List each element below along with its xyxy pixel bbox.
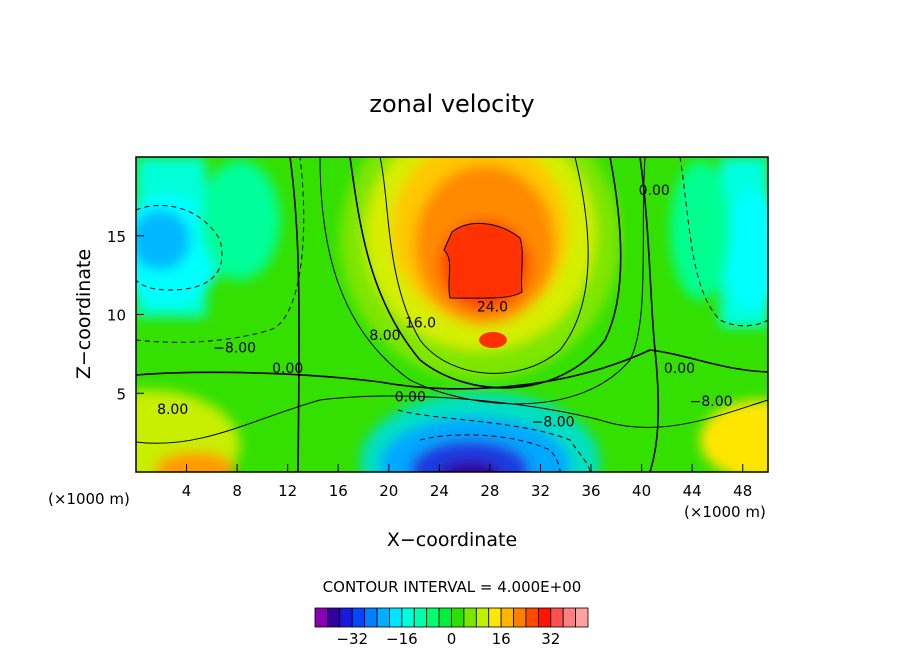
colorbar-swatch [475,607,490,628]
colorbar-swatch [513,607,527,628]
x-tick-label: 48 [733,482,752,500]
colorbar-tick-label: −32 [336,630,368,648]
x-tick-label: 36 [581,482,600,500]
contour-label: 24.0 [477,300,508,316]
colorbar-swatch [463,607,477,628]
contour-label: 8.00 [157,402,188,418]
colorbar-swatch [364,607,378,628]
colorbar-swatch [550,607,564,628]
x-tick-label: 20 [379,482,398,500]
x-tick-label: 28 [480,482,499,500]
x-tick-label: 44 [683,482,702,500]
x-axis: 4 8 12 16 20 24 28 32 36 40 44 48 [182,464,752,500]
colorbar-tick-label: −16 [386,630,418,648]
contour-label: −8.00 [690,394,733,410]
x-tick-label: 40 [632,482,651,500]
colorbar-swatch [488,607,502,628]
x-tick-label: 12 [278,482,297,500]
colorbar-swatch [500,607,514,628]
colorbar-swatch [426,607,440,628]
x-tick-label: 8 [232,482,242,500]
contour-label: 0.00 [272,361,303,377]
contour-label: 0.00 [639,183,670,199]
y-tick-label: 5 [116,385,126,403]
colorbar-swatch [438,607,452,628]
y-axis-label: Z−coordinate [73,249,95,379]
contour-interval-text: CONTOUR INTERVAL = 4.000E+00 [323,578,582,596]
colorbar-swatch [401,607,415,628]
colorbar-swatch [562,607,576,628]
y-tick-label: 10 [107,307,126,325]
colorbar-swatch [451,607,465,628]
colorbar-swatch [351,607,366,628]
contour-label: −8.00 [213,341,256,357]
colorbar-swatch [389,607,403,628]
x-units-left: (×1000 m) [48,490,130,508]
plot-area [136,157,768,472]
colorbar-swatch [339,607,353,628]
colorbar-swatch [575,607,589,628]
colorbar-swatch [376,607,390,628]
x-tick-label: 24 [430,482,449,500]
colorbar-swatch [413,607,428,628]
y-axis: 5 10 15 [107,228,144,403]
contour-label: 16.0 [405,315,436,331]
x-tick-label: 32 [531,482,550,500]
colorbar-tick-label: 0 [447,630,457,648]
contour-label: 0.00 [664,361,695,377]
contour-label: −8.00 [532,415,575,431]
colorbar-swatch [314,607,328,628]
colorbar-swatch [525,607,539,628]
contour-label: 8.00 [369,328,400,344]
colorbar-swatch [537,607,552,628]
x-tick-label: 16 [329,482,348,500]
x-tick-label: 4 [182,482,192,500]
x-axis-label: X−coordinate [387,529,517,551]
colorbar: −32 −16 0 16 32 [314,607,589,648]
contour-label: 0.00 [395,389,426,405]
chart-title: zonal velocity [369,90,534,118]
y-tick-label: 15 [107,228,126,246]
colorbar-tick-label: 32 [541,630,560,648]
colorbar-tick-label: 16 [492,630,511,648]
contour-lines [136,157,768,472]
colorbar-swatch [327,607,341,628]
x-units-right: (×1000 m) [684,503,766,521]
contour-labels: 24.0 16.0 8.00 −8.00 0.00 0.00 0.00 0.00 8.00 −8.… [157,183,733,431]
